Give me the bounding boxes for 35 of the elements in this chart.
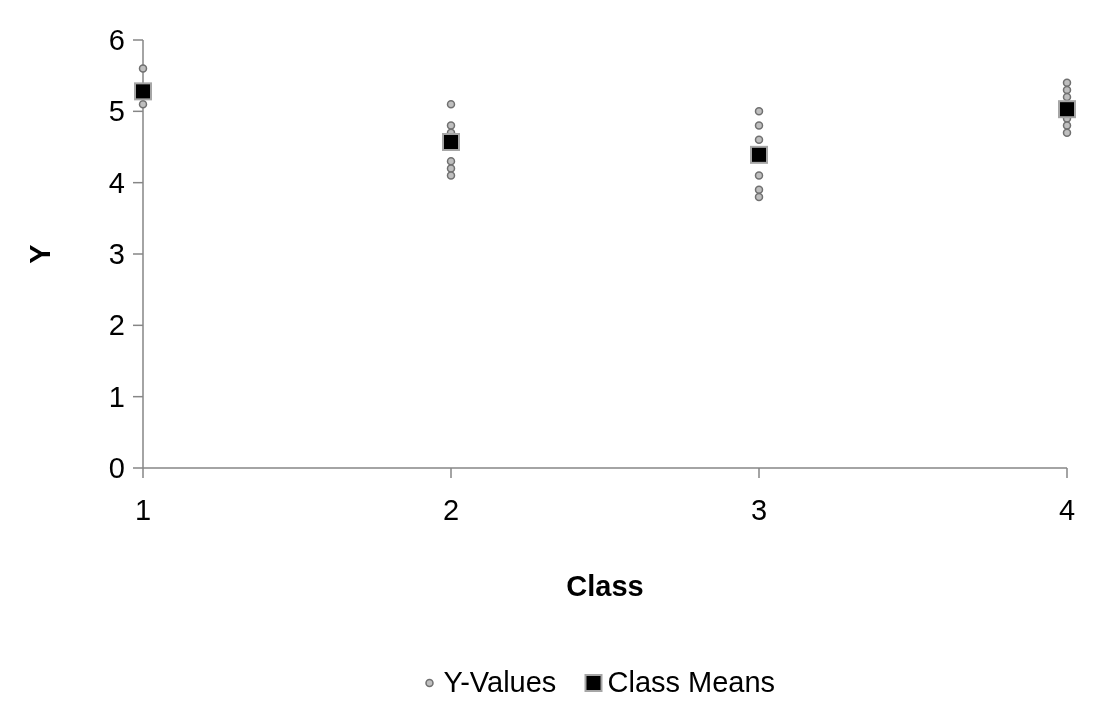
point (446, 99, 456, 109)
point (134, 82, 152, 101)
y-tick-label: 4 (108, 166, 125, 199)
point (1062, 121, 1072, 130)
x-tick-label: 1 (134, 494, 152, 526)
point (1062, 128, 1072, 137)
point (754, 135, 764, 145)
y-tick-label: 6 (108, 24, 125, 57)
point (1058, 100, 1076, 119)
point (1062, 78, 1072, 88)
point (442, 133, 460, 152)
y-tick-label: 5 (108, 95, 125, 128)
point (750, 145, 768, 164)
point (446, 171, 456, 180)
x-tick-label: 3 (750, 494, 768, 526)
point (446, 121, 456, 130)
y-axis-title: Y (24, 244, 56, 264)
legend-label: Class Means (607, 666, 776, 698)
point (754, 171, 764, 180)
point (138, 64, 148, 73)
y-tick-label: 1 (108, 380, 125, 413)
legend-label: Y-Values (443, 666, 557, 698)
x-tick-label: 4 (1058, 494, 1076, 526)
point (446, 164, 456, 173)
point (446, 157, 456, 166)
point (754, 185, 764, 195)
point (754, 107, 764, 116)
y-tick-label: 0 (108, 452, 125, 485)
point (754, 192, 764, 202)
point (754, 121, 764, 130)
x-tick-label: 2 (442, 494, 460, 526)
y-tick-label: 3 (108, 238, 125, 271)
point (138, 99, 148, 109)
y-tick-label: 2 (108, 309, 125, 342)
x-axis-title: Class (566, 570, 644, 602)
